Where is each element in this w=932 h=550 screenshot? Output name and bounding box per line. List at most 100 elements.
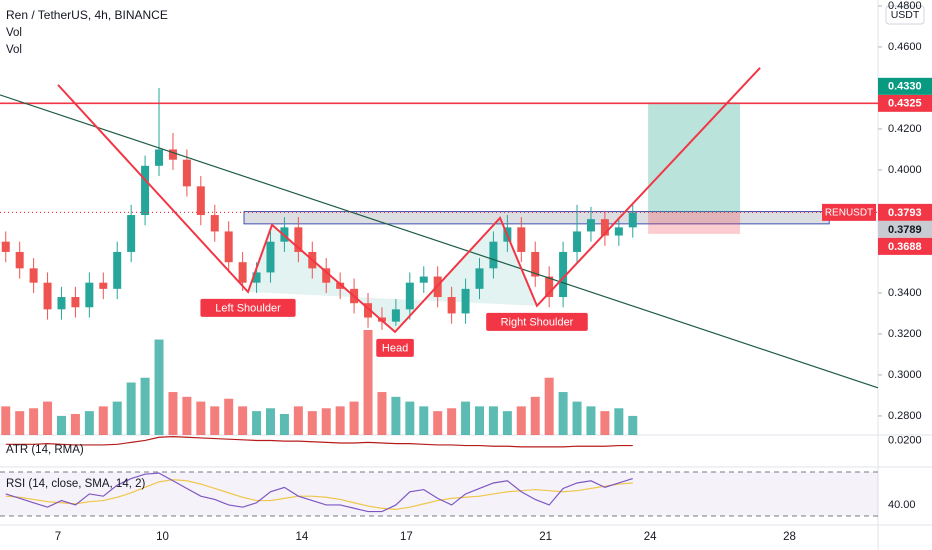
candle-body (224, 231, 233, 263)
rsi-line (5, 472, 633, 513)
pattern-label-box (486, 312, 588, 331)
volume-bar (70, 414, 80, 435)
candle-body (155, 149, 164, 166)
candle-body (573, 231, 582, 252)
x-tick-label: 24 (644, 531, 657, 543)
volume-bar (84, 411, 94, 435)
candle-body (210, 215, 219, 232)
volume-bar (433, 411, 443, 435)
candle-body (113, 251, 122, 289)
volume-bar (600, 411, 610, 435)
candle-body (29, 268, 38, 283)
x-tick-label: 17 (400, 531, 413, 543)
price-label-box (878, 237, 932, 255)
y-tick-label: 0.0200 (888, 434, 922, 446)
candle-body (475, 268, 484, 289)
volume-bar (572, 401, 582, 435)
pattern-line (57, 67, 761, 334)
candle-body (238, 262, 247, 283)
volume-bar (461, 401, 471, 435)
volume-bar (29, 408, 39, 435)
currency[interactable]: USDT (891, 9, 920, 21)
volume-bar (1, 406, 11, 435)
volume-bar (293, 406, 303, 435)
volume-bar (56, 415, 66, 435)
position-target (648, 102, 741, 213)
x-tick-label: 10 (156, 531, 169, 543)
volume-bar (182, 396, 192, 435)
candle-body (461, 288, 470, 314)
volume-bar (43, 401, 53, 435)
candle-body (336, 282, 345, 289)
y-tick-label: 0.4000 (888, 164, 922, 176)
x-tick-label: 7 (55, 531, 61, 543)
price-label-box (878, 77, 932, 95)
candle-body (517, 227, 526, 252)
indicator-title: ATR (14, RMA) (6, 444, 84, 456)
volume-bar (586, 406, 596, 435)
volume-bar (544, 377, 554, 435)
y-tick-label: 0.3000 (888, 369, 922, 381)
volume-bar (98, 406, 108, 435)
volume-bar (488, 406, 498, 435)
rsi-sma-line (5, 479, 633, 510)
candle-body (419, 276, 428, 283)
price-label: 0.4330 (888, 81, 922, 93)
candle-body (85, 282, 94, 308)
y-tick-label: 0.4800 (888, 0, 922, 12)
volume-bar (196, 401, 206, 435)
atr-line (5, 436, 633, 448)
candle-body (266, 241, 275, 273)
x-tick-label: 28 (783, 531, 796, 543)
candle-body (447, 297, 456, 314)
volume-bar (15, 411, 25, 435)
y-tick-label: 0.4200 (888, 123, 922, 135)
volume-bar (265, 408, 275, 435)
volume-bar (377, 392, 387, 435)
price-label-box (878, 94, 932, 112)
volume-bar (307, 411, 317, 435)
candle-body (99, 282, 108, 289)
candle-body (141, 165, 150, 216)
candle-body (391, 309, 400, 322)
symbol-tag-box (822, 203, 876, 221)
pattern-label: Head (382, 342, 408, 354)
chart-title: Ren / TetherUS, 4h, BINANCE (6, 8, 168, 22)
candle-body (168, 149, 177, 160)
candle-body (614, 227, 623, 236)
volume-bar (112, 401, 122, 435)
candle-body (600, 219, 609, 236)
position-stop (648, 212, 741, 234)
candle-body (127, 215, 136, 252)
price-label: 0.3688 (888, 241, 922, 253)
volume-bar (126, 382, 136, 435)
volume-bar (628, 415, 638, 435)
candle-body (489, 241, 498, 269)
volume-bar (447, 408, 457, 435)
candle-body (252, 272, 261, 283)
y-tick-label: 0.3400 (888, 287, 922, 299)
candle-body (322, 268, 331, 283)
indicator-title: RSI (14, close, SMA, 14, 2) (6, 478, 146, 490)
candle-body (43, 282, 52, 310)
volume-bar (210, 406, 220, 435)
pattern-label: Right Shoulder (501, 316, 574, 328)
pattern-label: Left Shoulder (215, 302, 281, 314)
y-tick-label: 40.00 (888, 499, 916, 511)
volume-bar (140, 377, 150, 435)
price-label-box (878, 203, 932, 221)
volume-bar (335, 406, 345, 435)
price-label: 0.3789 (888, 224, 922, 236)
currency-box[interactable] (885, 5, 925, 25)
range-box (243, 211, 830, 225)
x-tick-label: 14 (295, 531, 308, 543)
volume-bar (391, 396, 401, 435)
volume-bar (419, 406, 429, 435)
volume-bar (168, 392, 178, 435)
indicator-label: Vol (6, 44, 22, 56)
volume-bar (502, 411, 512, 435)
candle-body (294, 227, 303, 252)
candle-body (559, 251, 568, 298)
